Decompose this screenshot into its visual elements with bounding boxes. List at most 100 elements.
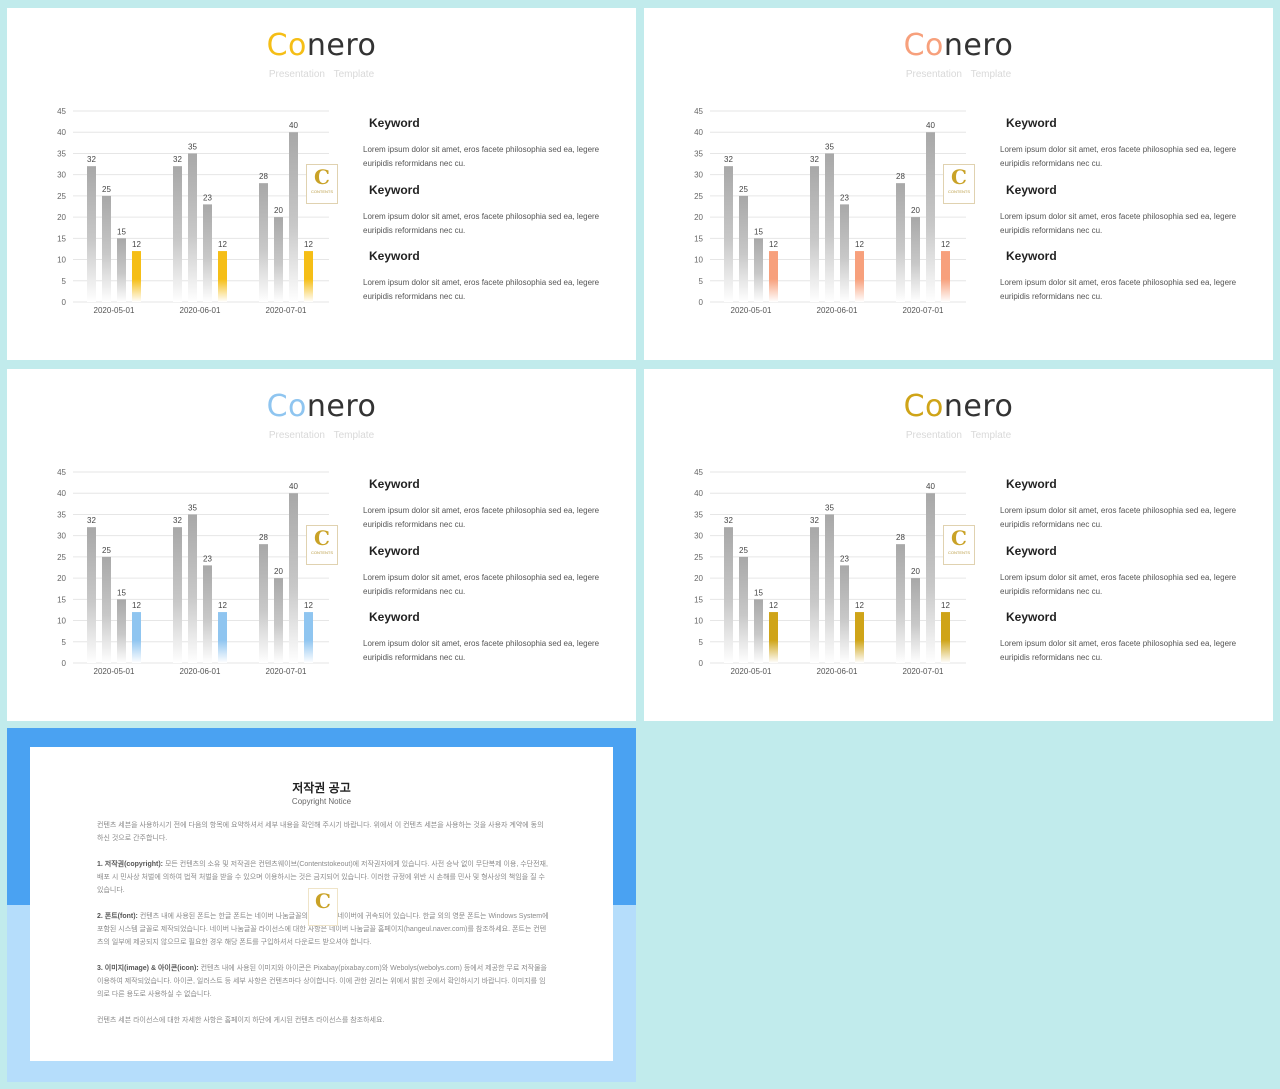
title-accent: Co (903, 28, 944, 63)
bar-chart: 0 5 10 15 20 25 30 35 40 45 32 25 15 12 2020-05-01 32 35… (57, 107, 329, 315)
y-tick-label: 30 (694, 532, 703, 541)
bar (941, 251, 950, 302)
y-tick-label: 30 (694, 171, 703, 180)
bar (810, 166, 819, 302)
x-tick-label: 2020-07-01 (266, 667, 307, 676)
keyword-title: Keyword (1006, 116, 1057, 130)
logo-text: CONTENTS (948, 189, 970, 194)
data-label: 15 (754, 588, 763, 597)
keyword-text: Lorem ipsum dolor sit amet, eros facete … (363, 212, 600, 235)
bar (117, 599, 126, 663)
x-tick-label: 2020-06-01 (817, 667, 858, 676)
keyword-text: Lorem ipsum dolor sit amet, eros facete … (363, 145, 600, 168)
data-label: 32 (87, 516, 96, 525)
y-tick-label: 25 (57, 192, 66, 201)
logo-text: CONTENTS (311, 550, 333, 555)
bar (218, 251, 227, 302)
data-label: 12 (304, 601, 313, 610)
slide-title: Conero (7, 28, 636, 63)
keyword-text: Lorem ipsum dolor sit amet, eros facete … (1000, 506, 1237, 529)
notice-card: 저작권 공고 Copyright Notice 컨텐츠 세븐을 사용하시기 전에… (30, 747, 613, 1061)
y-tick-label: 15 (694, 234, 703, 243)
data-label: 12 (769, 601, 778, 610)
data-label: 15 (117, 588, 126, 597)
keyword-title: Keyword (1006, 610, 1057, 624)
notice-paragraph: 컨텐츠 세븐을 사용하시기 전에 다음의 항목에 요약하셔서 세부 내용을 확인… (97, 822, 544, 842)
data-label: 28 (896, 172, 905, 181)
keyword-block: Keyword Lorem ipsum dolor sit amet, eros … (1000, 116, 1240, 171)
y-tick-label: 35 (694, 149, 703, 158)
keyword-title: Keyword (369, 610, 420, 624)
contents-logo: C CONTENTS (943, 164, 975, 204)
notice-logo-letter: C (315, 889, 331, 913)
bar (259, 544, 268, 663)
bar (117, 238, 126, 302)
keyword-block: Keyword Lorem ipsum dolor sit amet, eros … (1000, 610, 1240, 665)
y-tick-label: 40 (694, 489, 703, 498)
keyword-text: Lorem ipsum dolor sit amet, eros facete … (363, 506, 600, 529)
data-label: 32 (173, 516, 182, 525)
y-tick-label: 35 (57, 510, 66, 519)
notice-body: 컨텐츠 세븐을 사용하시기 전에 다음의 항목에 요약하셔서 세부 내용을 확인… (97, 819, 549, 1040)
bar (289, 493, 298, 663)
y-tick-label: 40 (57, 128, 66, 137)
bar-chart: 0 5 10 15 20 25 30 35 40 45 32 25 15 12 2020-05-01 32 35… (57, 468, 329, 676)
notice-paragraph: 컨텐츠 세븐 라이선스에 대한 자세한 사항은 홈페이지 하단에 게시된 컨텐츠… (97, 1017, 385, 1024)
keyword-text: Lorem ipsum dolor sit amet, eros facete … (1000, 145, 1237, 168)
title-rest: nero (943, 389, 1014, 424)
data-label: 40 (926, 121, 935, 130)
title-accent: Co (266, 28, 307, 63)
keyword-text: Lorem ipsum dolor sit amet, eros facete … (1000, 212, 1237, 235)
logo-letter: C (951, 165, 967, 189)
data-label: 32 (173, 155, 182, 164)
data-label: 35 (188, 503, 197, 512)
keyword-block: Keyword Lorem ipsum dolor sit amet, eros … (363, 183, 603, 238)
bar (173, 527, 182, 663)
keyword-title: Keyword (369, 544, 420, 558)
y-tick-label: 0 (62, 659, 67, 668)
data-label: 12 (941, 240, 950, 249)
x-tick-label: 2020-06-01 (180, 306, 221, 315)
keyword-title: Keyword (1006, 544, 1057, 558)
y-tick-label: 5 (62, 638, 67, 647)
keyword-title: Keyword (369, 477, 420, 491)
data-label: 25 (102, 546, 111, 555)
logo-text: CONTENTS (948, 550, 970, 555)
bar (926, 493, 935, 663)
x-tick-label: 2020-05-01 (731, 667, 772, 676)
x-tick-label: 2020-07-01 (903, 667, 944, 676)
x-tick-label: 2020-07-01 (903, 306, 944, 315)
keyword-text: Lorem ipsum dolor sit amet, eros facete … (1000, 278, 1237, 301)
contents-logo: C CONTENTS (306, 525, 338, 565)
copyright-notice-panel: 저작권 공고 Copyright Notice 컨텐츠 세븐을 사용하시기 전에… (7, 728, 636, 1082)
data-label: 20 (274, 567, 283, 576)
data-label: 20 (911, 567, 920, 576)
bar (132, 612, 141, 663)
bar (941, 612, 950, 663)
data-label: 35 (825, 142, 834, 151)
y-tick-label: 15 (57, 595, 66, 604)
y-tick-label: 5 (699, 638, 704, 647)
slide-title: Conero (7, 389, 636, 424)
bar (769, 251, 778, 302)
keyword-title: Keyword (1006, 249, 1057, 263)
logo-letter: C (314, 526, 330, 550)
slide-4: Conero Presentation Template 0 5 10 15 20 25 30 3… (644, 369, 1273, 721)
data-label: 40 (289, 482, 298, 491)
bar (855, 612, 864, 663)
bar (87, 527, 96, 663)
data-label: 20 (911, 206, 920, 215)
notice-paragraph: 2. 폰트(font): 컨텐츠 내에 사용된 폰트는 한글 폰트는 네이버 나… (97, 913, 549, 946)
data-label: 23 (840, 554, 849, 563)
data-label: 25 (739, 185, 748, 194)
contents-logo: C CONTENTS (943, 525, 975, 565)
slide-title: Conero (644, 389, 1273, 424)
notice-subtitle: Copyright Notice (291, 797, 352, 806)
bar (911, 217, 920, 302)
x-tick-label: 2020-05-01 (94, 306, 135, 315)
data-label: 32 (87, 155, 96, 164)
keyword-text: Lorem ipsum dolor sit amet, eros facete … (1000, 573, 1237, 596)
logo-letter: C (951, 526, 967, 550)
bar (754, 238, 763, 302)
data-label: 32 (724, 516, 733, 525)
